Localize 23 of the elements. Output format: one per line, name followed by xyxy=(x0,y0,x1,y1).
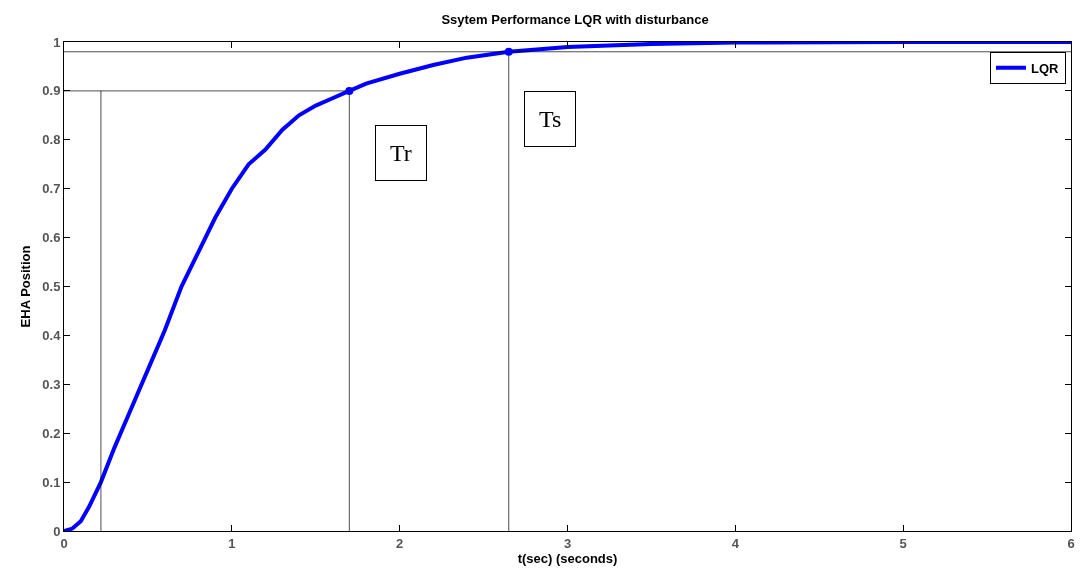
annotation: Ts xyxy=(539,106,562,132)
y-tick-label: 0.1 xyxy=(42,474,61,490)
x-tick-label: 4 xyxy=(731,535,740,551)
y-tick-label: 0.6 xyxy=(42,230,61,246)
y-tick-label: 0 xyxy=(53,523,61,539)
y-axis-title: EHA Position xyxy=(18,245,34,328)
y-tick-label: 0.8 xyxy=(42,132,61,148)
x-tick-label: 2 xyxy=(396,535,404,551)
y-tick-label: 0.9 xyxy=(42,83,61,99)
annotation: Tr xyxy=(390,140,412,166)
x-tick-label: 6 xyxy=(1067,535,1075,551)
x-tick-label: 1 xyxy=(228,535,236,551)
y-tick-label: 0.3 xyxy=(42,376,61,392)
x-tick-label: 3 xyxy=(563,535,572,551)
y-tick-label: 0.5 xyxy=(42,279,61,295)
y-tick-label: 0.7 xyxy=(42,181,61,197)
y-tick-label: 1 xyxy=(53,34,61,50)
x-axis-title: t(sec) (seconds) xyxy=(517,551,618,567)
y-tick-label: 0.4 xyxy=(42,327,62,343)
x-tick-label: 5 xyxy=(899,535,907,551)
chart-title: Ssytem Performance LQR with disturbance xyxy=(441,11,709,27)
y-tick-label: 0.2 xyxy=(42,425,61,441)
legend-label: LQR xyxy=(1030,60,1060,76)
